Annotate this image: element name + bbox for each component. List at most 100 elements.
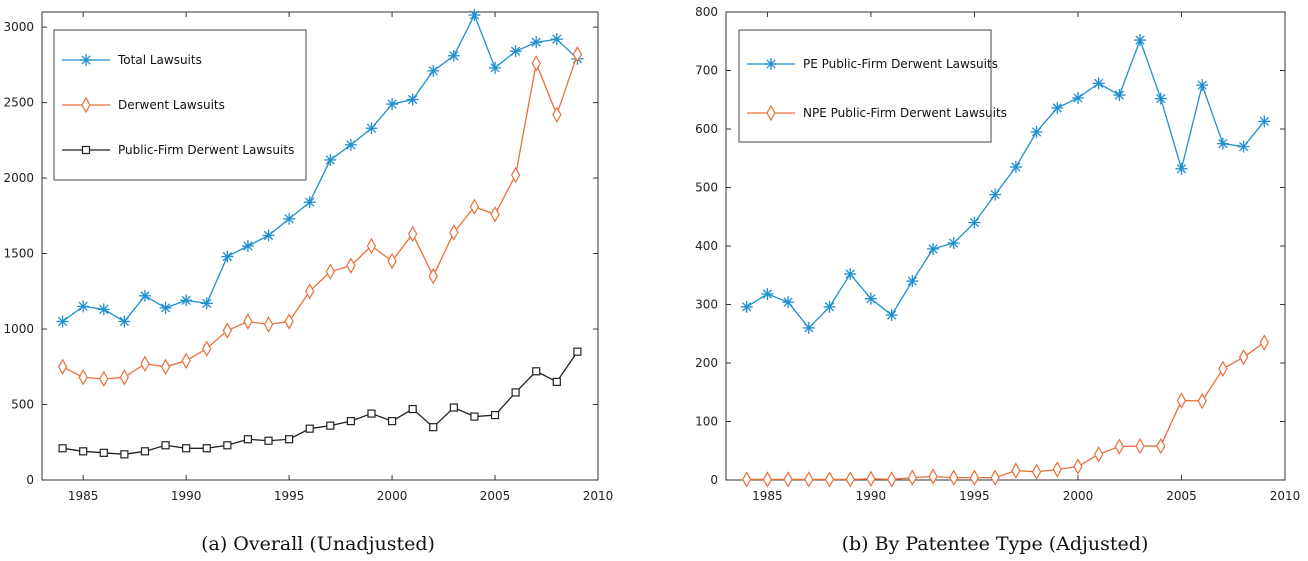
data-point	[140, 447, 150, 456]
data-point	[490, 206, 500, 223]
data-point	[429, 423, 438, 432]
data-point	[969, 469, 980, 486]
data-point	[845, 471, 855, 488]
y-tick-label: 500	[695, 181, 718, 195]
data-point	[1216, 137, 1229, 150]
data-point	[305, 283, 315, 300]
data-point	[1135, 437, 1145, 455]
data-point	[1052, 461, 1062, 478]
data-point	[78, 369, 88, 386]
chart-overall: 1985 1990 1995 2000 2005 2010 0 500 1000 1500 2000…	[3, 9, 613, 503]
data-point	[552, 106, 562, 123]
data-point	[449, 403, 458, 412]
data-point	[324, 153, 337, 166]
data-point	[56, 315, 69, 328]
y-tick-label: 400	[695, 239, 718, 253]
legend-marker	[765, 58, 777, 70]
data-point	[159, 301, 172, 314]
data-point	[303, 196, 316, 209]
data-point	[222, 322, 233, 339]
data-point	[1176, 392, 1187, 409]
data-point	[119, 369, 130, 386]
y-tick-label: 3000	[3, 20, 34, 34]
data-point	[447, 49, 460, 62]
x-tick-label: 1995	[959, 489, 990, 503]
data-point	[782, 296, 795, 309]
data-point	[1237, 140, 1250, 153]
x-tick-label: 2005	[1166, 489, 1197, 503]
y-tick-label: 2000	[3, 171, 34, 185]
legend-label: Derwent Lawsuits	[118, 98, 225, 112]
y-tick-label: 200	[695, 356, 718, 370]
data-point	[284, 313, 294, 330]
data-point	[386, 98, 399, 111]
data-point	[407, 225, 418, 243]
y-tick-label: 300	[695, 298, 718, 312]
x-tick-label: 2000	[1063, 489, 1094, 503]
legend-marker	[80, 54, 92, 66]
data-point	[804, 471, 814, 488]
data-point	[906, 275, 919, 288]
data-point	[365, 122, 378, 135]
data-point	[346, 417, 355, 426]
data-point	[138, 289, 151, 302]
data-point	[449, 224, 459, 241]
data-point	[823, 300, 836, 313]
data-point	[427, 64, 440, 77]
legend-box	[738, 29, 992, 143]
y-tick-label: 1000	[3, 322, 34, 336]
y-tick-label: 700	[695, 64, 718, 78]
y-tick-label: 500	[11, 398, 34, 412]
data-point	[1051, 101, 1064, 114]
data-point	[264, 436, 273, 445]
legend-label: PE Public-Firm Derwent Lawsuits	[803, 57, 998, 71]
y-tick-label: 600	[695, 122, 718, 136]
data-point	[97, 303, 110, 316]
data-point	[509, 45, 522, 58]
data-point	[866, 470, 876, 488]
data-point	[742, 471, 752, 488]
data-point	[221, 250, 234, 263]
data-point	[387, 417, 397, 426]
data-point	[182, 444, 191, 453]
data-point	[572, 46, 583, 63]
data-point	[325, 263, 335, 280]
x-tick-label: 1985	[68, 489, 99, 503]
caption-a: (a) Overall (Unadjusted)	[201, 533, 435, 555]
data-point	[530, 36, 543, 49]
y-tick-label: 800	[695, 5, 718, 19]
data-point	[761, 287, 774, 300]
data-point	[947, 237, 960, 250]
data-point	[762, 471, 773, 488]
data-point	[1258, 115, 1271, 128]
caption-b: (b) By Patentee Type (Adjusted)	[842, 533, 1149, 555]
y-tick-label: 100	[695, 415, 718, 429]
data-point	[79, 447, 88, 456]
data-point	[550, 33, 563, 46]
data-point	[408, 404, 417, 414]
data-point	[740, 300, 753, 313]
data-point	[180, 294, 193, 307]
data-point	[489, 61, 502, 74]
data-point	[1031, 463, 1042, 481]
data-point	[140, 355, 150, 372]
data-point	[1196, 79, 1209, 92]
data-point	[346, 257, 356, 274]
data-point	[99, 448, 108, 457]
data-point	[1030, 125, 1043, 138]
data-point	[783, 471, 793, 488]
legend-marker	[81, 145, 91, 155]
data-point	[202, 444, 211, 453]
y-tick-label: 0	[710, 473, 718, 487]
data-point	[118, 315, 131, 328]
data-point	[531, 55, 541, 72]
plot-frame	[41, 11, 599, 481]
x-tick-label: 1990	[856, 489, 887, 503]
data-point	[406, 93, 419, 106]
data-point	[1071, 91, 1084, 104]
legend-label: NPE Public-Firm Derwent Lawsuits	[803, 106, 1007, 120]
data-point	[243, 313, 253, 330]
data-point	[824, 471, 835, 488]
data-point	[989, 188, 1002, 201]
